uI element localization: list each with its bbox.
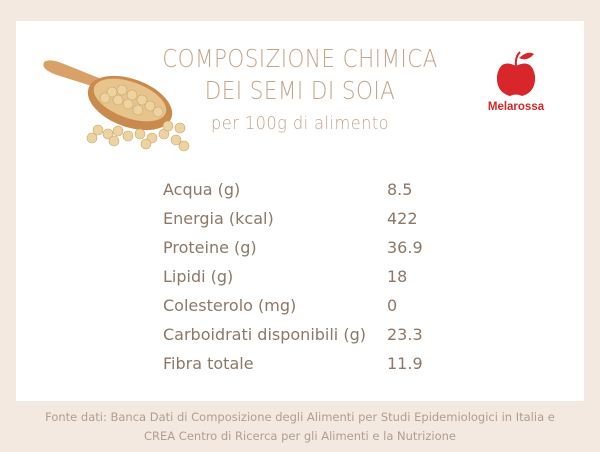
title-line: DEI SEMI DI SOIA	[204, 76, 396, 105]
row-label: Proteine (g)	[163, 238, 257, 257]
subtitle: per 100g di alimento	[210, 113, 390, 134]
table-row: Colesterolo (mg) 0	[163, 296, 463, 325]
logo-text: Melarossa	[487, 101, 545, 113]
table-row: Proteine (g) 36.9	[163, 238, 463, 267]
table-row: Energia (kcal) 422	[163, 209, 463, 238]
footer: Fonte dati: Banca Dati di Composizione d…	[0, 408, 600, 446]
row-value: 18	[387, 267, 408, 286]
row-label: Lipidi (g)	[163, 267, 234, 286]
logo-apple	[496, 51, 536, 96]
row-value: 11.9	[387, 354, 423, 373]
footer-line: Fonte dati: Banca Dati di Composizione d…	[45, 410, 555, 424]
row-label: Colesterolo (mg)	[163, 296, 297, 315]
title-line: COMPOSIZIONE CHIMICA	[162, 44, 438, 73]
soy-scoop	[43, 60, 190, 152]
nutrition-table: Acqua (g) 8.5 Energia (kcal) 422 Proteine (g…	[163, 180, 463, 383]
table-row: Lipidi (g) 18	[163, 267, 463, 296]
row-label: Energia (kcal)	[163, 209, 274, 228]
row-value: 0	[387, 296, 398, 315]
table-row: Acqua (g) 8.5	[163, 180, 463, 209]
row-value: 8.5	[387, 180, 413, 199]
table-row: Fibra totale 11.9	[163, 354, 463, 383]
row-label: Fibra totale	[163, 354, 254, 373]
row-label: Acqua (g)	[163, 180, 241, 199]
row-label: Carboidrati disponibili (g)	[163, 325, 366, 344]
row-value: 422	[387, 209, 418, 228]
footer-line: CREA Centro di Ricerca per gli Alimenti …	[144, 429, 456, 443]
row-value: 36.9	[387, 238, 423, 257]
table-row: Carboidrati disponibili (g) 23.3	[163, 325, 463, 354]
row-value: 23.3	[387, 325, 423, 344]
